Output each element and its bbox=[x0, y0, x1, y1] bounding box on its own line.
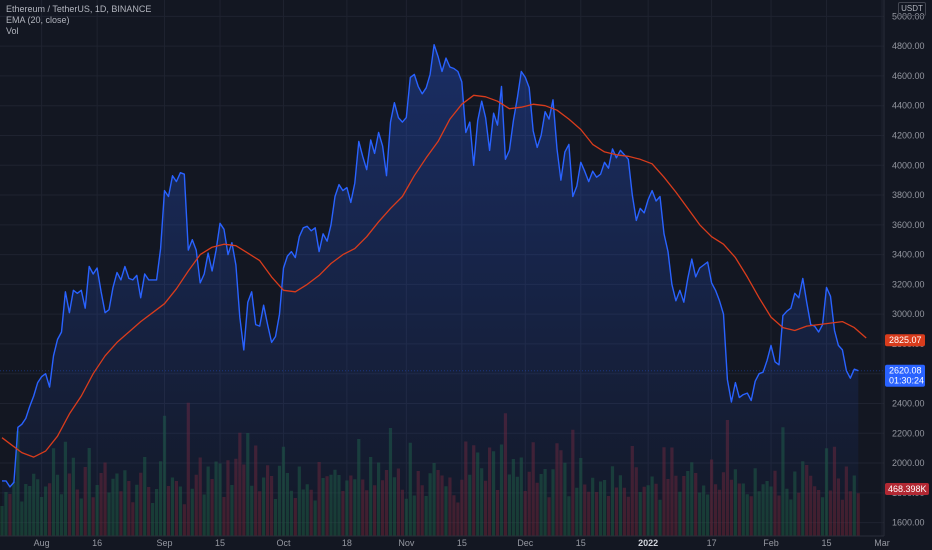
x-tick-label: Aug bbox=[34, 538, 50, 548]
x-tick-label: 15 bbox=[822, 538, 832, 548]
price-axis-ticks: 1600.001800.002000.002200.002400.002600.… bbox=[892, 11, 925, 527]
series-lines bbox=[1, 44, 867, 488]
y-tick-label: 4000.00 bbox=[892, 160, 925, 170]
countdown-label: 01:30:24 bbox=[889, 376, 924, 386]
current-price-tag bbox=[885, 364, 925, 387]
ema-indicator-label[interactable]: EMA (20, close) bbox=[6, 15, 70, 25]
y-tick-label: 4600.00 bbox=[892, 71, 925, 81]
y-tick-label: 2200.00 bbox=[892, 428, 925, 438]
x-tick-label: 2022 bbox=[638, 538, 658, 548]
current-price-label: 2620.08 bbox=[889, 366, 922, 376]
y-tick-label: 4800.00 bbox=[892, 41, 925, 51]
symbol-title[interactable]: Ethereum / TetherUS, 1D, BINANCE bbox=[6, 4, 152, 14]
y-tick-label: 3200.00 bbox=[892, 279, 925, 289]
x-tick-label: Dec bbox=[517, 538, 534, 548]
ema-line bbox=[1, 94, 867, 458]
x-tick-label: 15 bbox=[215, 538, 225, 548]
x-tick-label: Sep bbox=[157, 538, 173, 548]
y-tick-label: 4400.00 bbox=[892, 101, 925, 111]
currency-unit-label[interactable]: USDT bbox=[898, 2, 926, 16]
price-line bbox=[2, 44, 859, 488]
time-axis-ticks: Aug 16 Sep 15 Oct 18 Nov 15 Dec 15 2022 17 Feb 15 Mar bbox=[34, 538, 890, 548]
x-tick-label: Nov bbox=[398, 538, 415, 548]
x-tick-label: 15 bbox=[576, 538, 586, 548]
x-tick-label: 18 bbox=[342, 538, 352, 548]
x-tick-label: Mar bbox=[874, 538, 890, 548]
y-tick-label: 5000.00 bbox=[892, 11, 925, 21]
volume-bar bbox=[0, 506, 4, 536]
volume-tag-label: 468.398K bbox=[888, 484, 927, 494]
x-tick-label: 16 bbox=[92, 538, 102, 548]
volume-indicator-label[interactable]: Vol bbox=[6, 26, 19, 36]
y-tick-label: 4200.00 bbox=[892, 130, 925, 140]
y-tick-label: 3000.00 bbox=[892, 309, 925, 319]
y-tick-label: 3600.00 bbox=[892, 220, 925, 230]
price-area-fill bbox=[2, 44, 859, 536]
y-tick-label: 3400.00 bbox=[892, 250, 925, 260]
y-tick-label: 2000.00 bbox=[892, 458, 925, 468]
x-tick-label: 15 bbox=[457, 538, 467, 548]
x-tick-label: 17 bbox=[707, 538, 717, 548]
y-tick-label: 3800.00 bbox=[892, 190, 925, 200]
volume-tag bbox=[885, 483, 929, 495]
chart-legend: Ethereum / TetherUS, 1D, BINANCE EMA (20… bbox=[6, 4, 151, 37]
y-tick-label: 1600.00 bbox=[892, 518, 925, 528]
ema-price-tag bbox=[885, 334, 925, 347]
time-axis[interactable] bbox=[0, 536, 932, 550]
ema-price-tag-label: 2825.07 bbox=[889, 335, 922, 345]
y-tick-label: 2400.00 bbox=[892, 398, 925, 408]
price-axis[interactable] bbox=[884, 0, 932, 536]
price-area bbox=[2, 44, 859, 536]
x-tick-label: Oct bbox=[276, 538, 291, 548]
x-tick-label: Feb bbox=[763, 538, 779, 548]
